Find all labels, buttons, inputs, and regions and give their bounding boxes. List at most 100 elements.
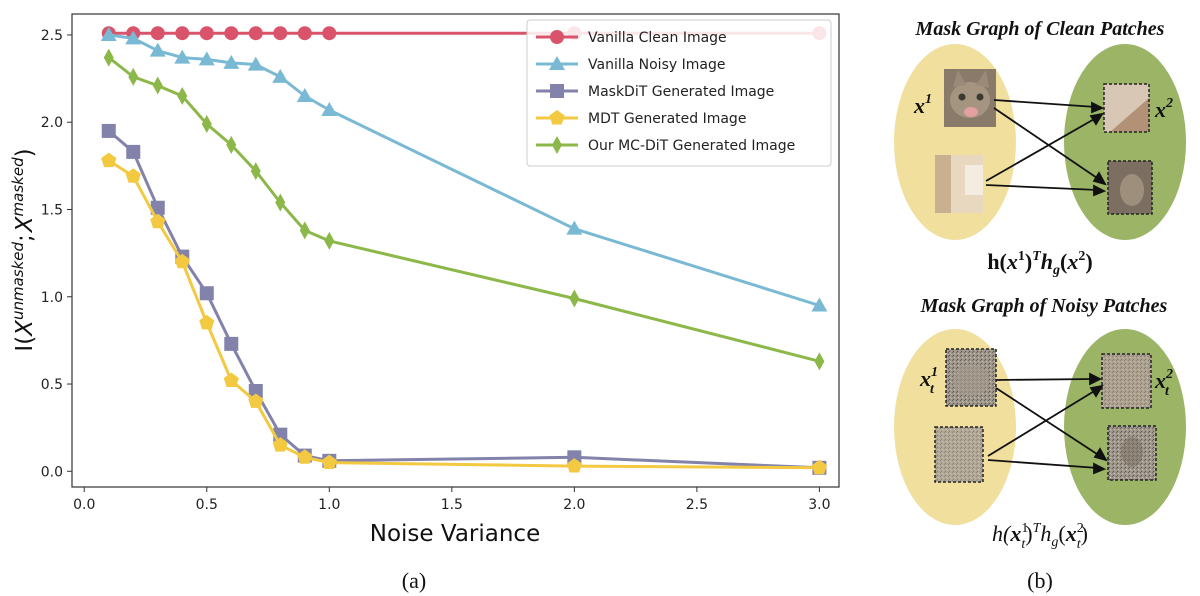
- data-point-mdt-generated-image: [321, 454, 337, 469]
- data-point-mdt-generated-image: [174, 253, 190, 269]
- noisy-wall-patch-right: [1101, 353, 1152, 409]
- data-point-our-mc-dit-generated-image: [275, 193, 286, 212]
- data-point-vanilla-noisy-image: [174, 49, 191, 64]
- y-axis-label: I(Xunmasked;Xmasked): [9, 148, 38, 351]
- data-point-vanilla-noisy-image: [223, 54, 240, 69]
- data-point-vanilla-clean-image: [297, 26, 312, 41]
- y-tick-label: 1.5: [41, 202, 63, 218]
- y-tick-label: 0.5: [41, 377, 63, 393]
- data-point-vanilla-clean-image: [199, 26, 214, 41]
- series-line-maskdit-generated-image: [107, 129, 820, 470]
- clean-cat-patch: [944, 69, 996, 127]
- data-point-vanilla-noisy-image: [296, 88, 313, 103]
- noisy-blurred-patch: [1107, 425, 1157, 481]
- data-point-vanilla-noisy-image: [247, 56, 264, 71]
- data-point-mdt-generated-image: [811, 459, 827, 475]
- x-axis-label: Noise Variance: [370, 521, 540, 547]
- series-layer: [100, 26, 828, 475]
- data-point-vanilla-clean-image: [248, 26, 263, 41]
- plot-frame: [71, 13, 840, 488]
- legend-label: Vanilla Clean Image: [588, 30, 727, 46]
- clean-graph-title: Mask Graph of Clean Patches: [915, 18, 1165, 40]
- data-point-vanilla-noisy-image: [811, 297, 828, 312]
- x-tick-label: 2.0: [563, 497, 585, 513]
- data-point-our-mc-dit-generated-image: [103, 48, 114, 67]
- series-line-mdt-generated-image: [107, 159, 820, 470]
- data-point-mdt-generated-image: [150, 213, 166, 229]
- mask-graph-diagram: Mask Graph of Clean Patches: [894, 18, 1186, 593]
- mutual-information-chart: 0.0 0.5 1.0 1.5 2.0 2.5 3.0 0.0 0.5 1.0 1.5 2.0 2.5…: [9, 13, 840, 593]
- data-point-vanilla-noisy-image: [566, 220, 583, 235]
- data-point-mdt-generated-image: [199, 314, 215, 330]
- legend-box: [526, 19, 832, 167]
- legend-marker: [550, 30, 564, 44]
- data-point-maskdit-generated-image: [126, 144, 141, 159]
- data-point-vanilla-noisy-image: [100, 26, 117, 41]
- x-tick-label: 1.5: [441, 497, 463, 513]
- clean-arrows: [985, 99, 1107, 197]
- data-point-vanilla-clean-image: [150, 26, 165, 41]
- data-point-our-mc-dit-generated-image: [201, 114, 212, 133]
- x-tick-label: 2.5: [686, 497, 708, 513]
- data-point-our-mc-dit-generated-image: [814, 352, 825, 371]
- data-point-vanilla-noisy-image: [125, 30, 142, 45]
- legend-label: Our MC-DiT Generated Image: [588, 138, 795, 154]
- data-point-vanilla-clean-image: [273, 26, 288, 41]
- legend: Vanilla Clean Image Vanilla Noisy Image Ma…: [526, 19, 832, 167]
- data-point-maskdit-generated-image: [150, 200, 165, 215]
- legend-label: MDT Generated Image: [588, 111, 746, 127]
- legend-marker: [550, 84, 564, 98]
- clean-left-label: x1: [913, 92, 932, 118]
- legend-label: MaskDiT Generated Image: [588, 84, 774, 100]
- data-point-our-mc-dit-generated-image: [152, 76, 163, 95]
- data-point-vanilla-noisy-image: [272, 68, 289, 83]
- data-point-mdt-generated-image: [248, 393, 264, 408]
- noisy-formula: h(x1 t)Thg(x2 t): [992, 521, 1088, 552]
- series-vanilla-noisy-image: [100, 26, 828, 312]
- y-tick-label: 2.5: [41, 28, 63, 44]
- data-point-vanilla-clean-image: [224, 26, 239, 41]
- data-point-maskdit-generated-image: [248, 384, 263, 399]
- series-line-vanilla-noisy-image: [108, 33, 820, 307]
- data-point-our-mc-dit-generated-image: [226, 135, 237, 154]
- noisy-wall-patch-left: [934, 426, 984, 483]
- noisy-arrows: [987, 372, 1108, 475]
- data-point-maskdit-generated-image: [101, 123, 116, 138]
- data-point-mdt-generated-image: [272, 437, 288, 452]
- y-ticks: 0.0 0.5 1.0 1.5 2.0 2.5: [41, 28, 72, 480]
- data-point-maskdit-generated-image: [199, 286, 214, 301]
- data-point-maskdit-generated-image: [224, 336, 239, 351]
- data-point-our-mc-dit-generated-image: [128, 67, 139, 86]
- data-point-mdt-generated-image: [297, 449, 313, 464]
- clean-right-label: x2: [1154, 96, 1173, 122]
- noisy-cat-patch: [945, 348, 997, 407]
- y-tick-label: 1.0: [41, 290, 63, 306]
- legend-marker: [549, 56, 565, 70]
- legend-label: Vanilla Noisy Image: [588, 57, 725, 73]
- data-point-vanilla-noisy-image: [198, 51, 215, 66]
- clean-blurred-patch: [1107, 160, 1153, 215]
- x-tick-label: 3.0: [808, 497, 830, 513]
- data-point-mdt-generated-image: [101, 152, 117, 168]
- x-tick-label: 1.0: [318, 497, 340, 513]
- data-point-our-mc-dit-generated-image: [177, 87, 188, 106]
- clean-formula: h(x1)Thg(x2): [987, 249, 1092, 278]
- clean-wall-patch-right: [1103, 83, 1150, 133]
- data-point-mdt-generated-image: [125, 168, 141, 183]
- x-ticks: 0.0 0.5 1.0 1.5 2.0 2.5 3.0: [73, 487, 831, 513]
- svg-text:I(Xunmasked;Xmasked): I(Xunmasked;Xmasked): [9, 148, 38, 351]
- caption-a: (a): [402, 568, 426, 593]
- data-point-mdt-generated-image: [566, 458, 582, 473]
- noisy-left-label: x1 t: [919, 365, 938, 397]
- legend-marker: [552, 136, 562, 154]
- series-mdt-generated-image: [101, 152, 827, 475]
- x-tick-label: 0.5: [196, 497, 218, 513]
- data-point-our-mc-dit-generated-image: [299, 221, 310, 240]
- data-point-our-mc-dit-generated-image: [569, 289, 580, 308]
- data-point-vanilla-noisy-image: [149, 42, 166, 57]
- x-tick-label: 0.0: [73, 497, 95, 513]
- series-vanilla-clean-image: [101, 26, 827, 41]
- caption-b: (b): [1027, 568, 1053, 593]
- data-point-vanilla-clean-image: [322, 26, 337, 41]
